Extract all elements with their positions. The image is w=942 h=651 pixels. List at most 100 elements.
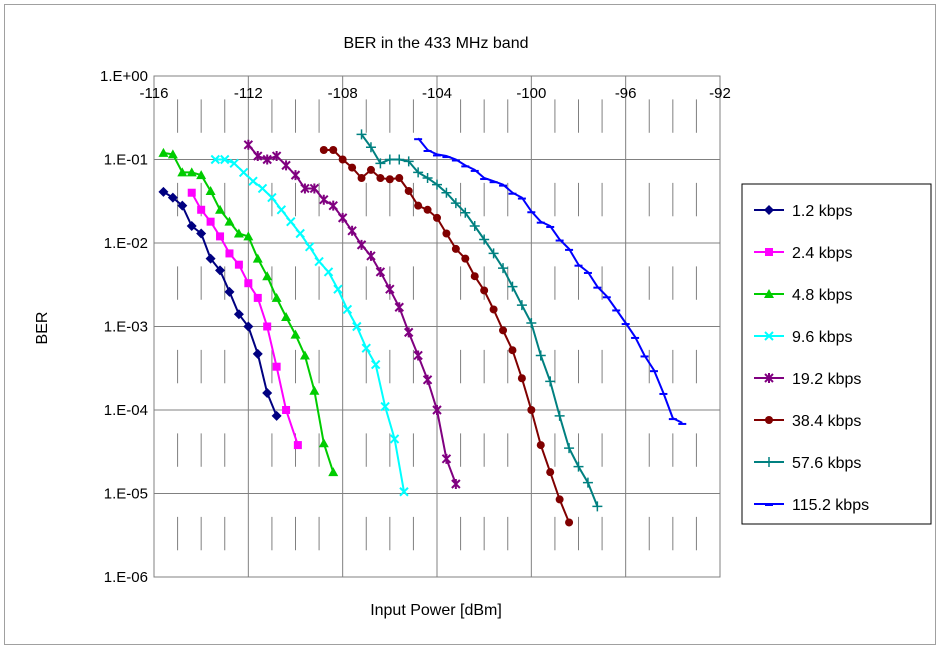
data-point bbox=[366, 165, 375, 174]
data-point bbox=[248, 176, 258, 186]
legend-box bbox=[741, 183, 932, 525]
data-point bbox=[186, 167, 197, 177]
data-point bbox=[573, 461, 584, 472]
x-tick-labels: -116 -112 -108 -104 -100 -96 -92 bbox=[140, 85, 731, 102]
data-point bbox=[281, 311, 292, 321]
data-point bbox=[197, 205, 206, 214]
legend-label: 115.2 kbps bbox=[792, 497, 869, 514]
data-point bbox=[394, 154, 405, 165]
data-point bbox=[546, 468, 555, 477]
data-point bbox=[348, 163, 357, 172]
data-point bbox=[338, 155, 347, 164]
data-point bbox=[433, 213, 441, 222]
data-point bbox=[271, 151, 282, 162]
data-point bbox=[399, 487, 409, 497]
legend-item: 9.6 kbps bbox=[754, 329, 852, 346]
series-line bbox=[247, 144, 457, 485]
data-point bbox=[385, 284, 395, 295]
x-tick-label: -104 bbox=[422, 85, 452, 102]
data-point bbox=[516, 300, 527, 311]
data-point bbox=[271, 410, 282, 421]
data-point bbox=[252, 253, 263, 263]
data-point bbox=[357, 174, 366, 183]
data-point bbox=[318, 438, 329, 448]
data-point bbox=[450, 198, 461, 209]
data-point bbox=[451, 244, 460, 253]
x-tick-label: -108 bbox=[328, 85, 358, 102]
data-point bbox=[507, 281, 518, 292]
data-point bbox=[319, 145, 328, 154]
data-point bbox=[293, 441, 302, 450]
data-point bbox=[403, 156, 414, 167]
data-point bbox=[328, 200, 338, 211]
data-point bbox=[337, 212, 348, 223]
y-tick-label: 1.E-01 bbox=[104, 152, 148, 169]
data-point bbox=[328, 467, 339, 477]
data-point bbox=[403, 327, 414, 338]
data-point bbox=[323, 267, 334, 277]
legend-label: 9.6 kbps bbox=[792, 329, 852, 346]
data-point bbox=[243, 139, 254, 150]
x-tick-label: -112 bbox=[234, 85, 263, 102]
legend-item: 4.8 kbps bbox=[754, 287, 852, 304]
data-point bbox=[361, 343, 371, 353]
data-point bbox=[215, 204, 226, 214]
data-point bbox=[365, 142, 376, 153]
data-point bbox=[592, 501, 603, 512]
legend: 1.2 kbps 2.4 kbps 4.8 kbps 9.6 kbps 19.2 kbp… bbox=[741, 183, 932, 525]
series-4-8-kbps bbox=[158, 147, 339, 477]
data-point bbox=[432, 405, 442, 415]
data-point bbox=[375, 158, 386, 169]
data-point bbox=[309, 385, 320, 395]
series-9-6-kbps bbox=[210, 154, 409, 497]
y-tick-label: 1.E-02 bbox=[104, 235, 148, 252]
x-tick-label: -116 bbox=[140, 85, 169, 102]
data-point bbox=[470, 272, 479, 281]
data-point bbox=[205, 253, 216, 264]
data-point bbox=[460, 207, 471, 218]
data-point bbox=[238, 167, 249, 178]
data-point bbox=[253, 293, 262, 302]
data-point bbox=[385, 175, 394, 184]
data-point bbox=[517, 374, 526, 383]
data-point bbox=[205, 185, 216, 195]
series-57-6-kbps bbox=[356, 129, 603, 512]
series-line bbox=[215, 158, 405, 492]
data-point bbox=[271, 292, 282, 302]
data-point bbox=[210, 154, 221, 165]
series-38-4-kbps bbox=[319, 145, 574, 527]
data-point bbox=[282, 406, 291, 414]
data-point bbox=[244, 279, 253, 288]
data-point bbox=[158, 147, 169, 157]
data-point bbox=[765, 248, 773, 256]
data-point bbox=[536, 441, 545, 450]
legend-label: 1.2 kbps bbox=[792, 203, 852, 220]
data-point bbox=[488, 248, 499, 259]
data-point bbox=[304, 242, 315, 252]
data-point bbox=[314, 256, 324, 267]
data-point bbox=[262, 154, 272, 165]
data-point bbox=[243, 231, 254, 241]
data-point bbox=[286, 216, 296, 227]
data-point bbox=[554, 410, 565, 421]
data-point bbox=[366, 250, 376, 261]
data-point bbox=[329, 145, 338, 154]
data-point bbox=[177, 200, 188, 211]
data-point bbox=[252, 348, 263, 359]
data-point bbox=[376, 174, 385, 183]
data-point bbox=[333, 284, 343, 294]
series-layer bbox=[158, 129, 687, 527]
data-point bbox=[526, 318, 537, 329]
data-point bbox=[229, 158, 239, 169]
data-point bbox=[177, 167, 188, 177]
data-point bbox=[764, 205, 774, 215]
grid-layer bbox=[154, 76, 720, 577]
data-point bbox=[499, 326, 508, 335]
data-point bbox=[262, 271, 273, 281]
data-point bbox=[225, 249, 234, 258]
y-tick-label: 1.E-04 bbox=[104, 402, 148, 419]
data-point bbox=[356, 239, 367, 250]
data-point bbox=[555, 495, 564, 504]
data-point bbox=[441, 187, 452, 198]
data-point bbox=[489, 305, 498, 314]
